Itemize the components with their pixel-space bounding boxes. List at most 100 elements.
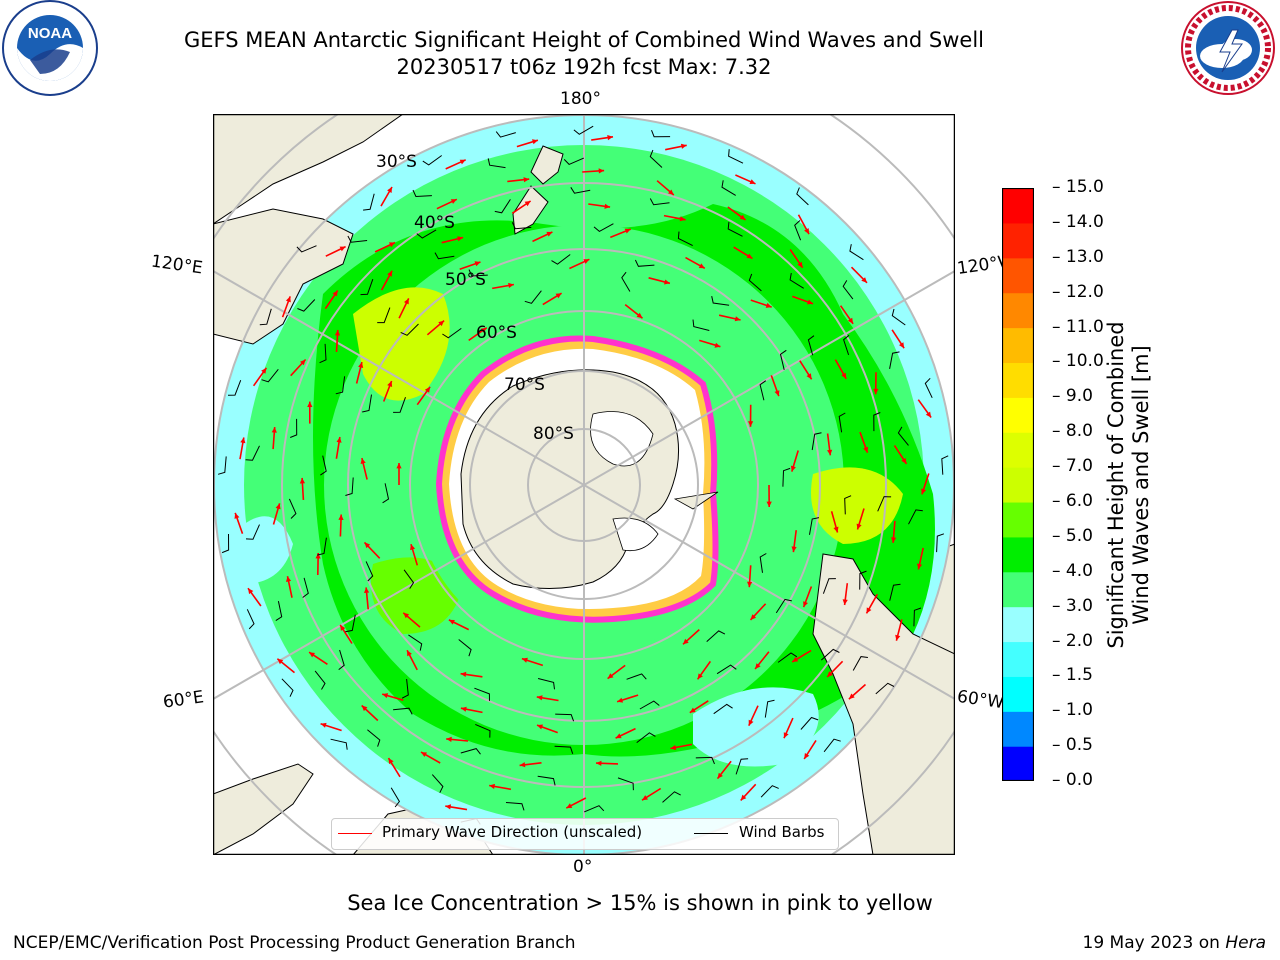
wave-arrow-head — [387, 381, 393, 387]
wave-arrow-head — [339, 246, 346, 252]
wind-barb — [314, 670, 326, 690]
wind-barb — [800, 716, 819, 730]
lon-label-60e: 60°E — [161, 687, 206, 713]
wave-arrow-head — [438, 320, 445, 327]
colorbar-segment — [1002, 432, 1034, 468]
wave-arrow-head — [445, 804, 452, 810]
wave-arrow-head — [336, 437, 342, 443]
wind-barb — [474, 687, 490, 701]
colorbar-segment — [1002, 641, 1034, 677]
colorbar-tick-label: – 5.0 — [1052, 525, 1093, 546]
colorbar-tick-label: – 9.0 — [1052, 386, 1093, 407]
wind-barb — [335, 376, 346, 395]
wind-barb — [275, 600, 283, 622]
wave-arrow-head — [697, 673, 703, 680]
wind-barb — [809, 517, 820, 535]
wave-arrow-head — [624, 228, 631, 234]
ross-ice-shelf — [590, 411, 654, 467]
colorbar-tick-label: – 15.0 — [1052, 177, 1104, 197]
wave-arrow-head — [566, 803, 573, 809]
lon-label-60w: 60°W — [955, 686, 1006, 714]
colorbar-tick-label: – 2.0 — [1052, 630, 1093, 651]
wind-barb — [393, 397, 406, 413]
wave-arrow-head — [334, 329, 341, 336]
wave-arrow-head — [895, 634, 901, 641]
colorbar-label-line1: Significant Height of Combined — [1104, 321, 1128, 649]
wind-barb — [695, 756, 715, 765]
wind-barb — [259, 308, 272, 326]
wind-barb — [245, 445, 260, 461]
wave-arrow-head — [607, 135, 613, 141]
footer-date-text: 19 May 2023 on — [1082, 933, 1226, 953]
wind-barb — [511, 222, 532, 230]
wind-barb — [779, 349, 787, 371]
wave-arrow-head — [261, 367, 267, 374]
wind-barb — [908, 509, 923, 525]
wave-arrow-head — [765, 302, 772, 308]
wind-barb — [245, 524, 260, 540]
colorbar-segment — [1002, 536, 1034, 573]
colorbar-tick-label: – 12.0 — [1052, 281, 1104, 302]
wind-barb — [873, 412, 881, 432]
colorbar-segment — [1002, 467, 1034, 503]
nws-logo — [1181, 1, 1275, 95]
legend-wave-swatch — [338, 833, 372, 834]
wave-arrow-head — [833, 526, 839, 533]
wind-barb — [317, 537, 327, 556]
colorbar-segment — [1002, 711, 1034, 747]
wave-arrow-head — [403, 612, 410, 619]
lon-label-120e: 120°E — [149, 251, 204, 279]
wind-barb — [563, 157, 584, 165]
wind-barb — [246, 609, 255, 630]
wave-arrow-head — [358, 362, 364, 368]
wind-barb — [711, 295, 730, 306]
wave-arrow-head — [309, 652, 315, 658]
colorbar-tick-label: – 13.0 — [1052, 246, 1104, 267]
wind-barb — [345, 477, 354, 496]
wind-barb — [412, 189, 432, 198]
wind-barb — [924, 377, 933, 399]
lat-label-50s: 50°S — [445, 270, 486, 290]
legend-wind-label: Wind Barbs — [739, 823, 825, 841]
wind-barb — [662, 791, 681, 803]
colorbar-segment — [1002, 676, 1034, 712]
wind-barb — [617, 777, 634, 791]
wave-arrow-head — [668, 189, 674, 195]
wind-barb — [913, 607, 922, 627]
wave-arrow-head — [734, 316, 741, 322]
wind-barb — [227, 380, 242, 396]
wind-barb — [400, 323, 419, 336]
wind-barb — [823, 738, 841, 753]
wind-barb — [416, 229, 437, 239]
wind-barb — [434, 252, 455, 260]
colorbar-label: Significant Height of Combined Wind Wave… — [1104, 275, 1153, 695]
wave-arrow-head — [424, 386, 431, 393]
wind-barb — [362, 394, 372, 413]
wave-arrow-head — [315, 553, 321, 559]
colorbar-tick-label: – 0.5 — [1052, 735, 1093, 756]
colorbar-segment — [1002, 257, 1034, 294]
wave-arrow-head — [689, 707, 696, 713]
wind-barb — [442, 327, 462, 339]
wave-arrow-head — [457, 236, 464, 242]
wave-arrow-head — [739, 214, 746, 220]
wave-arrow-head — [421, 752, 427, 757]
wind-barb — [941, 455, 949, 475]
wave-arrow-head — [861, 277, 867, 283]
colorbar-tick-label: – 10.0 — [1052, 351, 1104, 372]
wave-arrow-head — [797, 261, 803, 268]
wave-arrow-head — [607, 673, 614, 679]
legend-wind-swatch — [694, 833, 728, 834]
wave-arrow-head — [361, 705, 368, 712]
wave-arrow-head — [791, 546, 797, 553]
lat-label-60s: 60°S — [476, 323, 517, 343]
wave-arrow-head — [332, 290, 338, 297]
colorbar-tick-label: – 1.5 — [1052, 665, 1093, 686]
wind-barb — [716, 664, 737, 675]
colorbar-tick-label: – 8.0 — [1052, 421, 1093, 442]
wind-barb — [505, 802, 525, 811]
wave-arrow-head — [340, 624, 346, 631]
wave-arrow-head — [460, 671, 467, 677]
wind-barb — [377, 307, 391, 324]
wind-barb — [789, 273, 804, 289]
